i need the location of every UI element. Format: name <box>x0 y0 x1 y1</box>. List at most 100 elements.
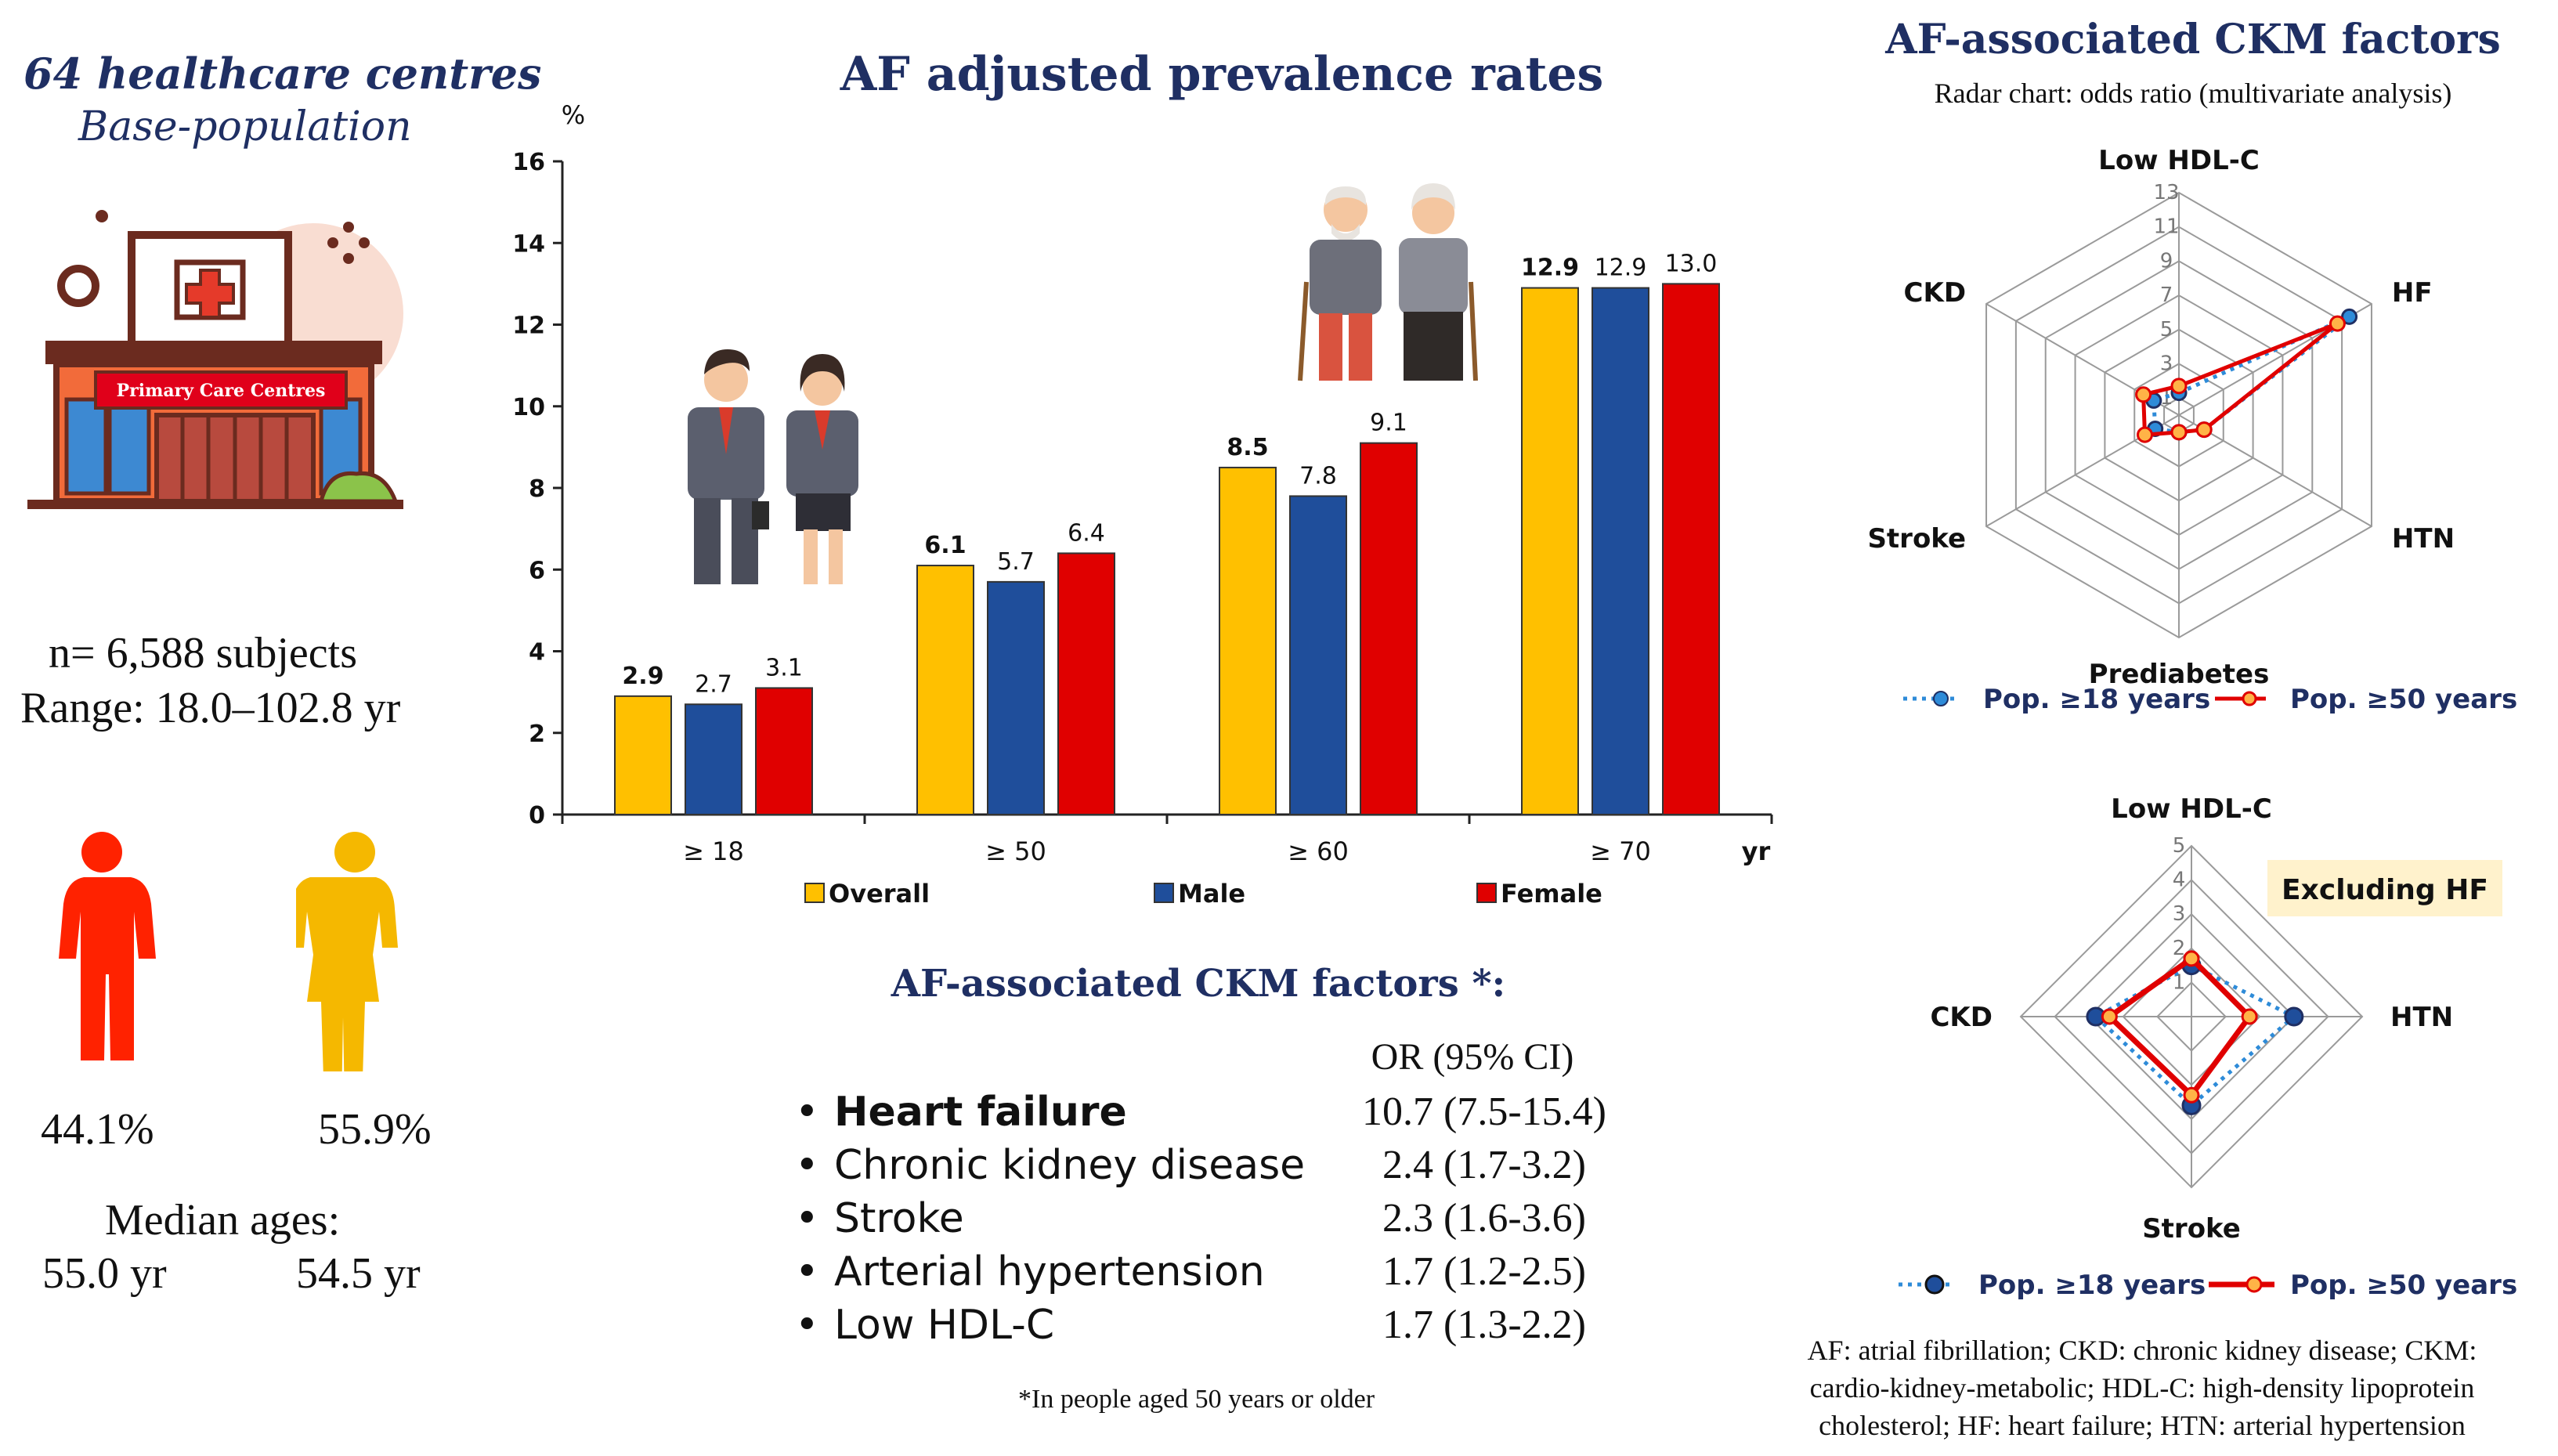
radar-title: AF-associated CKM factors <box>1885 16 2501 63</box>
y-tick-label: 4 <box>529 639 545 667</box>
female-median-age: 54.5 yr <box>296 1249 421 1298</box>
hospital-sign-text: Primary Care Centres <box>117 381 326 401</box>
legend-label-male: Male <box>1178 879 1245 909</box>
legend-swatch-male <box>1154 883 1174 903</box>
male-percentage: 44.1% <box>41 1105 154 1154</box>
radar-subtitle: Radar chart: odds ratio (multivariate an… <box>1934 78 2452 109</box>
legend-label-18: Pop. ≥18 years <box>1978 1270 2206 1301</box>
radar1-legend: Pop. ≥18 years Pop. ≥50 years <box>1903 684 2517 715</box>
female-percentage: 55.9% <box>318 1105 432 1154</box>
y-tick-label: 14 <box>512 230 545 258</box>
radar-point <box>2329 315 2346 332</box>
radar-axis-label: Prediabetes <box>2089 659 2270 690</box>
n-subjects: n= 6,588 subjects <box>49 629 357 677</box>
bar-value-label: 2.7 <box>695 670 732 698</box>
ckm-factor-or: 1.7 (1.3-2.2) <box>1382 1302 1586 1347</box>
ckm-list-item: • Stroke 2.3 (1.6-3.6) <box>795 1195 1735 1248</box>
male-figure-icon <box>59 832 156 1060</box>
abbreviations: AF: atrial fibrillation; CKD: chronic ki… <box>1739 1331 2545 1444</box>
y-unit-label: % <box>562 100 585 130</box>
bar-value-label: 3.1 <box>765 654 803 681</box>
bar-female <box>1662 283 1720 815</box>
legend-label-18: Pop. ≥18 years <box>1983 684 2210 715</box>
bar-value-label: 5.7 <box>997 548 1035 576</box>
radar-point <box>2284 1006 2304 1027</box>
radar-tick-label: 5 <box>2173 834 2186 858</box>
centres-subtitle: Base-population <box>78 103 412 150</box>
bar-overall <box>916 565 974 815</box>
legend-marker-50 <box>2242 691 2257 706</box>
bar-value-label: 2.9 <box>622 663 663 690</box>
median-ages-label: Median ages: <box>105 1196 341 1245</box>
bar-legend: Overall Male Female <box>804 879 1602 909</box>
x-category-label: ≥ 60 <box>1288 836 1349 866</box>
radar-point <box>2183 950 2200 967</box>
ckm-factor-name: Stroke <box>834 1195 964 1242</box>
elderly-illustration <box>1298 183 1478 381</box>
abbrev-line-1: AF: atrial fibrillation; CKD: chronic ki… <box>1807 1335 2477 1366</box>
ckm-list-item: • Chronic kidney disease 2.4 (1.7-3.2) <box>795 1142 1735 1195</box>
radar-point <box>2170 424 2188 441</box>
bullet-icon: • <box>795 1302 819 1349</box>
y-tick-label: 0 <box>529 802 545 829</box>
radar-point <box>2195 421 2213 439</box>
y-tick-label: 10 <box>512 394 545 421</box>
ckm-factor-name: Chronic kidney disease <box>834 1142 1306 1189</box>
radar-tick-label: 5 <box>2160 318 2173 341</box>
bar-value-label: 6.1 <box>924 532 966 559</box>
bar-chart-title: AF adjusted prevalence rates <box>840 47 1604 102</box>
bar-overall <box>614 695 672 816</box>
y-tick-label: 2 <box>529 721 545 748</box>
bar-overall <box>1521 287 1579 815</box>
bar-male <box>1592 287 1649 815</box>
radar-tick-label: 3 <box>2173 902 2186 926</box>
bar-value-label: 12.9 <box>1595 255 1647 282</box>
abbrev-line-2: cardio-kidney-metabolic; HDL-C: high-den… <box>1809 1372 2475 1404</box>
radar2-legend: Pop. ≥18 years Pop. ≥50 years <box>1899 1270 2517 1301</box>
ckm-factor-or: 10.7 (7.5-15.4) <box>1362 1089 1606 1134</box>
legend-swatch-female <box>1476 883 1497 903</box>
legend-marker-18 <box>1933 691 1949 706</box>
abbrev-line-3: cholesterol; HF: heart failure; HTN: art… <box>1819 1410 2466 1441</box>
bar-value-label: 8.5 <box>1227 434 1268 461</box>
bar-chart: % 0 2 4 6 8 10 12 14 16 2.9 2.7 3.1 6.1 5.7 6.4 8.5 7.8… <box>512 100 1773 909</box>
legend-label-50: Pop. ≥50 years <box>2290 1270 2517 1301</box>
bar-female <box>1057 552 1115 816</box>
radar-point <box>2341 308 2358 325</box>
y-tick-label: 6 <box>529 557 545 584</box>
radar-point <box>2135 386 2152 403</box>
radar-point <box>2183 1086 2200 1104</box>
radar-axis-label: Stroke <box>1867 523 1966 555</box>
bullet-icon: • <box>795 1195 819 1242</box>
bar-overall <box>1219 466 1277 815</box>
radar-point <box>2136 426 2153 443</box>
radar-point <box>2241 1008 2258 1025</box>
bar-value-label: 6.4 <box>1068 519 1105 547</box>
radar-axis-label: Stroke <box>2142 1213 2241 1245</box>
legend-label-50: Pop. ≥50 years <box>2290 684 2517 715</box>
age-range: Range: 18.0–102.8 yr <box>20 684 401 732</box>
radar-series-18 <box>2092 963 2298 1108</box>
radar-point <box>2101 1008 2118 1025</box>
excluding-hf-label: Excluding HF <box>2282 874 2488 906</box>
bullet-icon: • <box>795 1142 819 1189</box>
bar-female <box>755 687 813 815</box>
radar-tick-label: 9 <box>2160 249 2173 273</box>
legend-swatch-overall <box>804 883 825 903</box>
bar-value-label: 13.0 <box>1665 250 1718 277</box>
radar-axis-label: HTN <box>2392 523 2455 555</box>
radar-tick-label: 7 <box>2160 284 2173 307</box>
ckm-list-item: • Low HDL-C 1.7 (1.3-2.2) <box>795 1302 1735 1355</box>
ckm-list: • Heart failure 10.7 (7.5-15.4) • Chroni… <box>795 1089 1735 1355</box>
radar-tick-label: 4 <box>2173 869 2186 892</box>
excluding-hf-badge <box>2267 860 2502 916</box>
radar-tick-label: 3 <box>2160 352 2173 375</box>
ckm-footnote: *In people aged 50 years or older <box>1018 1385 1375 1414</box>
ckm-list-title: AF-associated CKM factors *: <box>891 962 1506 1006</box>
radar-axis-label: HTN <box>2390 1002 2453 1033</box>
radar-axis-label: CKD <box>1930 1002 1993 1033</box>
ckm-factor-or: 2.4 (1.7-3.2) <box>1382 1143 1586 1187</box>
radar-axis-label: Low HDL-C <box>2111 793 2272 825</box>
female-figure-icon <box>296 832 398 1071</box>
bar-value-label: 7.8 <box>1299 462 1337 490</box>
